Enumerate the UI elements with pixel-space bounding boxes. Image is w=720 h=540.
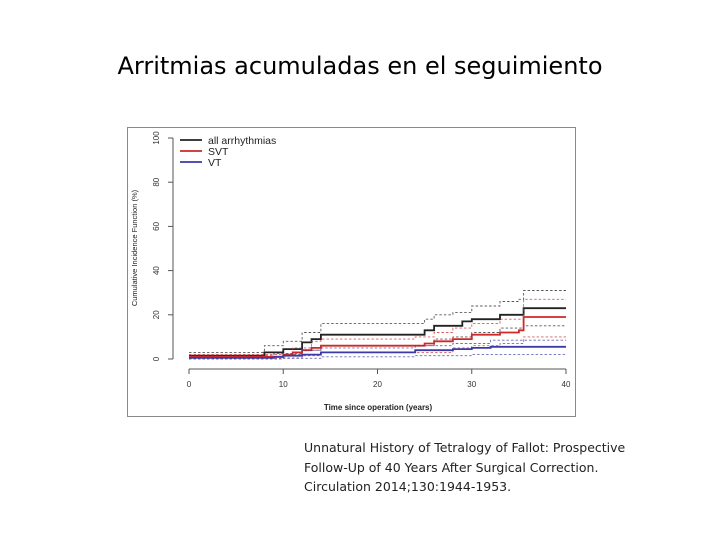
x-tick-label: 20 [373,380,382,389]
series-all-arrhythmias-line [189,307,566,357]
series-vt-ci-lower [189,354,566,360]
citation-caption: Unnatural History of Tetralogy of Fallot… [304,438,704,497]
y-tick-label: 80 [152,177,161,186]
series-svt-line [189,316,566,358]
x-tick-label: 0 [187,380,192,389]
x-tick-label: 30 [467,380,476,389]
caption-line-3: Circulation 2014;130:1944-1953. [304,479,512,494]
y-tick-label: 20 [152,310,161,319]
legend-label-svt: SVT [208,146,229,158]
chart-plot-area [189,290,566,360]
caption-line-1: Unnatural History of Tetralogy of Fallot… [304,440,626,455]
y-axis-label: Cumulative Incidence Function (%) [130,189,139,306]
y-tick-label: 0 [152,356,161,361]
chart-figure: 0 20 40 60 80 100 0 10 20 30 40 all arrhythmias SVT… [127,127,576,417]
x-tick-label: 10 [279,380,288,389]
series-vt-ci-upper [189,339,566,357]
x-tick-label: 40 [562,380,571,389]
chart-axes: 0 20 40 60 80 100 0 10 20 30 40 [152,131,571,389]
chart-svg: 0 20 40 60 80 100 0 10 20 30 40 all arrhythmiasSVT… [130,131,571,412]
caption-line-2: Follow-Up of 40 Years After Surgical Cor… [304,459,599,475]
y-tick-label: 100 [152,131,161,145]
slide-title: Arritmias acumuladas en el seguimiento [117,52,603,80]
legend-label-all-arrhythmias: all arrhythmias [208,135,276,147]
series-svt-ci-lower [189,336,566,359]
x-axis-label: Time since operation (years) [324,403,433,412]
series-vt-line [189,345,566,359]
y-tick-label: 60 [152,221,161,230]
legend-label-vt: VT [208,157,222,169]
series-svt-ci-upper [189,298,566,356]
y-tick-label: 40 [152,266,161,275]
